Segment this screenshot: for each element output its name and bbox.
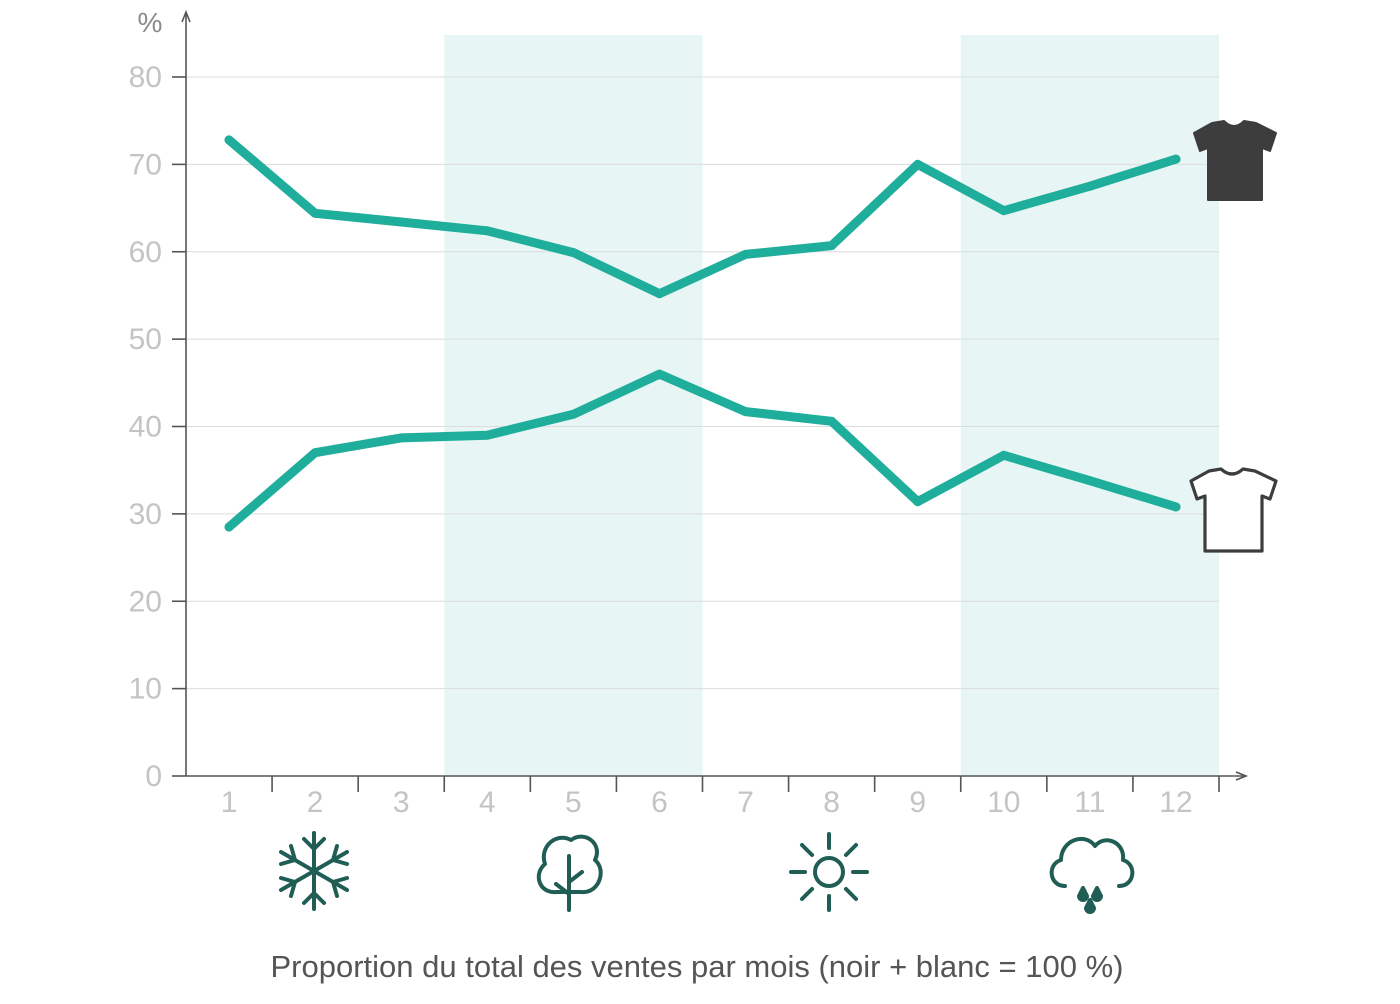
x-tick-label-9: 9: [909, 786, 926, 819]
data-point-white-6: [654, 369, 664, 379]
y-axis-arrow: [181, 9, 191, 23]
data-point-white-10: [999, 450, 1009, 460]
series-lines: [224, 135, 1181, 532]
data-point-white-5: [568, 409, 578, 419]
snowflake-icon: [279, 831, 349, 911]
data-point-black-10: [999, 206, 1009, 216]
y-axis-tick-labels: 0 10 20 30 40 50 60 70 80: [129, 61, 162, 793]
x-tick-label-8: 8: [823, 786, 840, 819]
season-band-2: [960, 35, 1219, 776]
x-tick-label-2: 2: [307, 786, 324, 819]
y-tick-label-10: 10: [129, 673, 162, 706]
x-tick-label-11: 11: [1074, 786, 1105, 819]
y-tick-label-80: 80: [129, 61, 162, 94]
x-axis-arrow: [1235, 771, 1249, 781]
data-point-black-8: [827, 241, 837, 251]
data-point-white-3: [396, 433, 406, 443]
data-point-white-1: [224, 522, 234, 532]
season-band-1: [444, 35, 703, 776]
y-tick-label-30: 30: [129, 498, 162, 531]
data-point-black-1: [224, 135, 234, 145]
data-point-black-2: [310, 208, 320, 218]
y-tick-label-0: 0: [145, 760, 162, 793]
data-point-white-4: [482, 430, 492, 440]
data-point-black-9: [913, 159, 923, 169]
data-point-white-12: [1171, 502, 1181, 512]
y-axis-unit-label: %: [138, 7, 163, 38]
x-tick-label-5: 5: [565, 786, 582, 819]
axes: [172, 9, 1249, 792]
y-tick-label-60: 60: [129, 236, 162, 269]
black-tshirt-icon: [1193, 120, 1277, 201]
x-tick-label-4: 4: [479, 786, 496, 819]
series-line-black: [224, 135, 1181, 299]
x-tick-label-1: 1: [221, 786, 238, 819]
x-tick-label-3: 3: [393, 786, 410, 819]
x-axis-tick-labels: 1 2 3 4 5 6 7 8 9 10 11 12: [221, 786, 1193, 819]
rain-cloud-icon: [1049, 837, 1135, 914]
data-point-black-6: [654, 289, 664, 299]
data-point-white-2: [310, 448, 320, 458]
y-tick-label-40: 40: [129, 411, 162, 444]
data-point-black-7: [741, 249, 751, 259]
x-tick-label-7: 7: [737, 786, 754, 819]
data-point-black-4: [482, 226, 492, 236]
data-point-white-7: [741, 407, 751, 417]
y-tick-label-70: 70: [129, 148, 162, 181]
chart-caption: Proportion du total des ventes par mois …: [271, 949, 1124, 984]
tree-icon: [536, 834, 603, 912]
data-point-black-3: [396, 217, 406, 227]
data-point-black-12: [1171, 154, 1181, 164]
data-point-white-9: [913, 497, 923, 507]
data-point-white-11: [1085, 476, 1095, 486]
y-tick-label-50: 50: [129, 323, 162, 356]
data-point-black-5: [568, 248, 578, 258]
x-tick-label-12: 12: [1159, 786, 1192, 819]
y-tick-label-20: 20: [129, 585, 162, 618]
series-line-white: [224, 369, 1181, 532]
data-point-white-8: [827, 416, 837, 426]
gridlines: [186, 76, 1219, 690]
data-point-black-11: [1085, 181, 1095, 191]
white-tshirt-icon: [1189, 467, 1278, 553]
x-tick-label-10: 10: [987, 786, 1020, 819]
sun-icon: [789, 832, 869, 912]
x-tick-label-6: 6: [651, 786, 668, 819]
season-bands: [444, 35, 1219, 776]
